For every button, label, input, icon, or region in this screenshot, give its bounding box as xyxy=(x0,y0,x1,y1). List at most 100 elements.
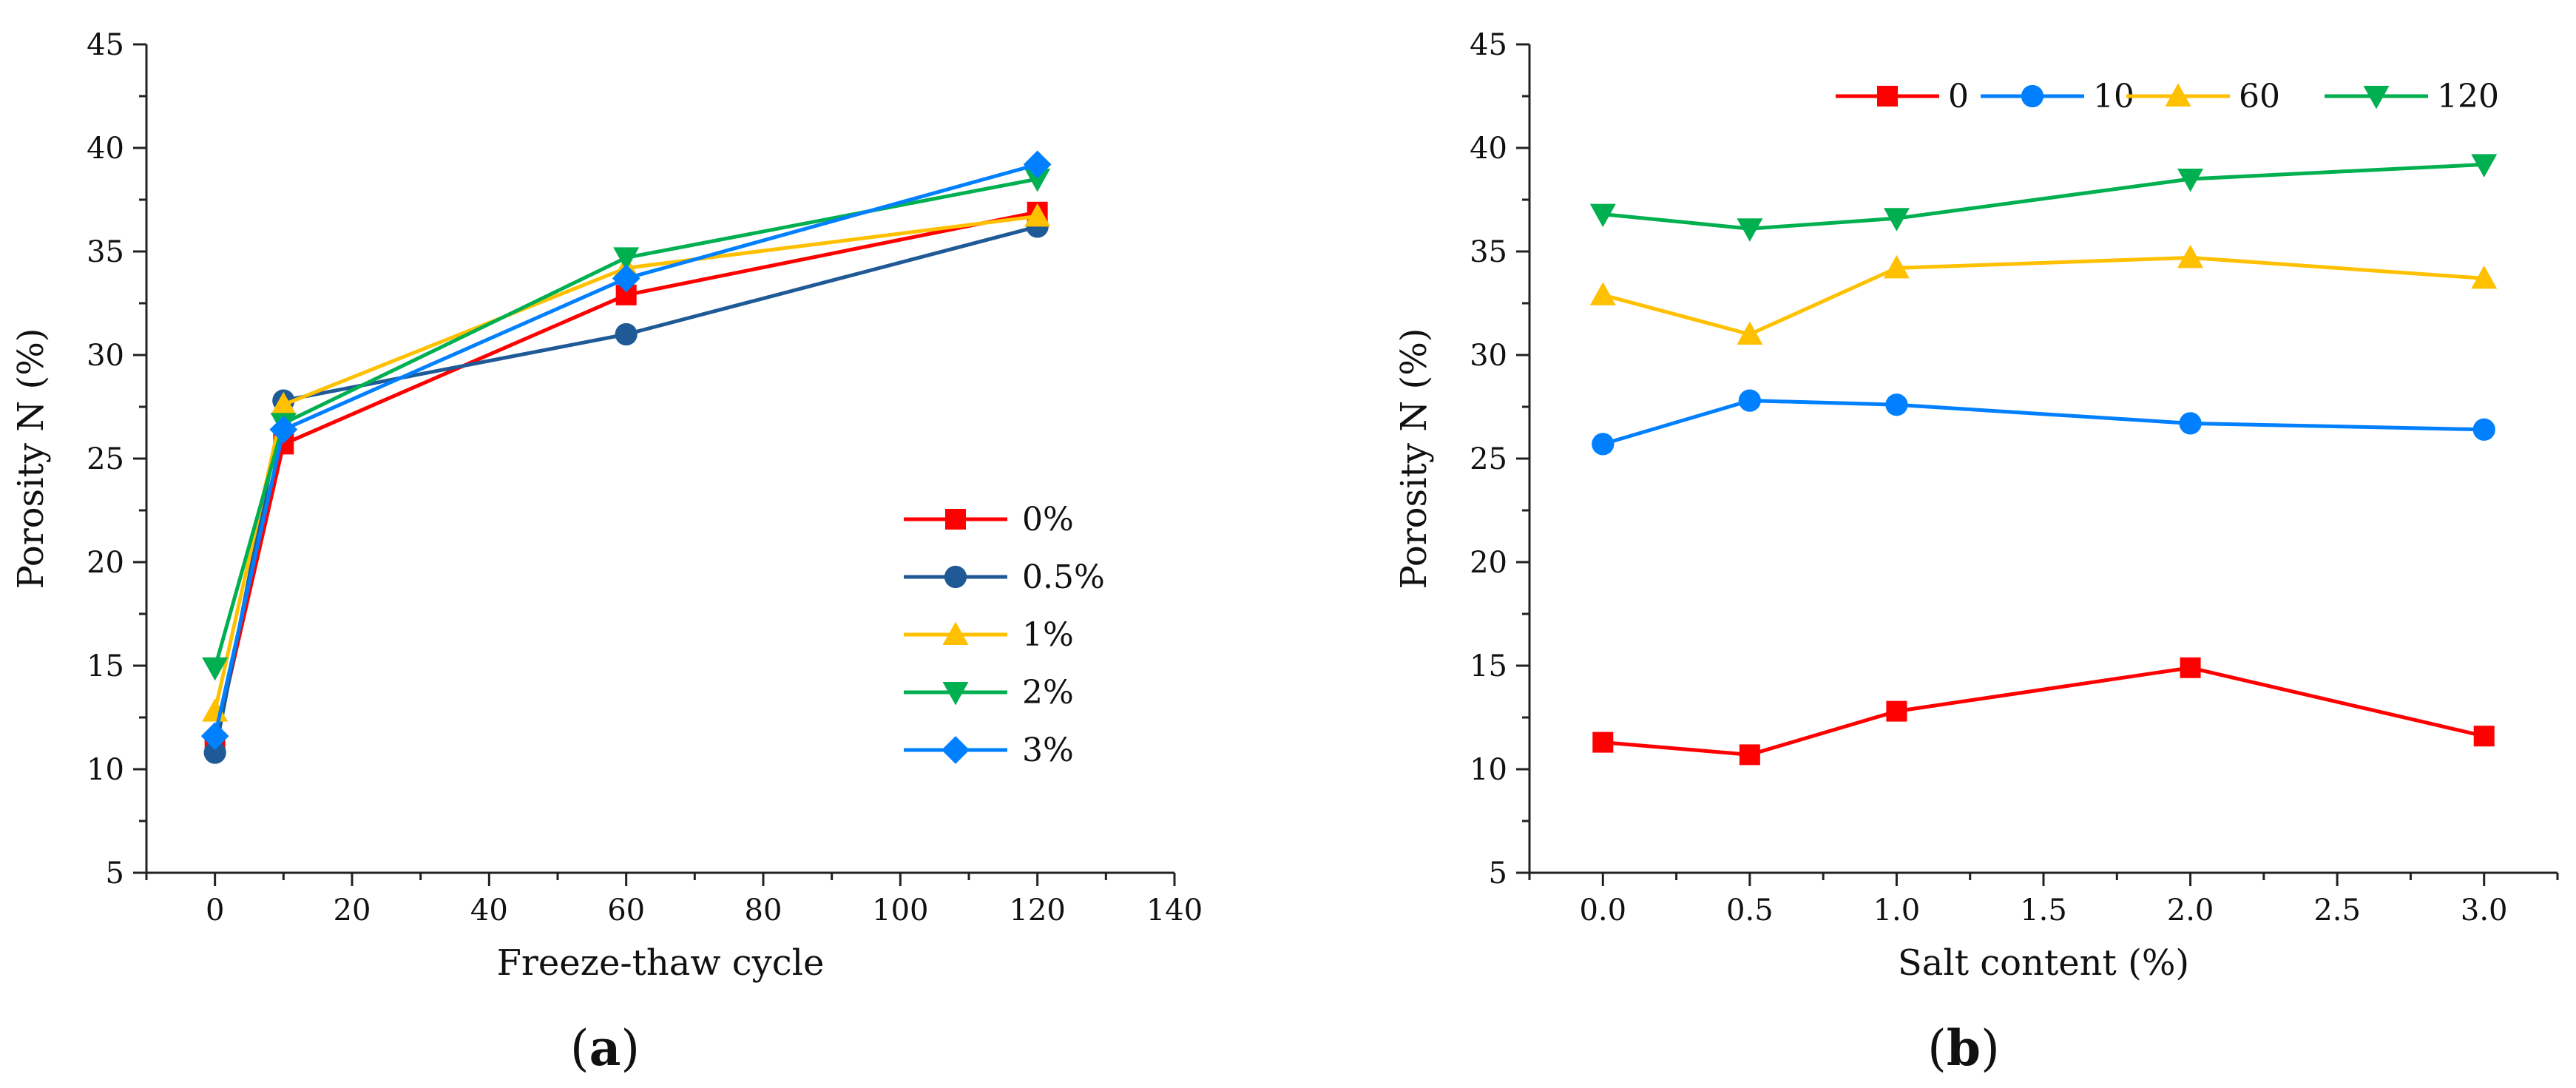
x-tick-label: 2.5 xyxy=(2313,893,2361,927)
panel-label-letter: a xyxy=(589,1019,621,1077)
panel-label-open-paren: ( xyxy=(1927,1020,1947,1077)
legend-marker xyxy=(2021,84,2044,108)
x-tick-label: 100 xyxy=(872,893,928,927)
data-point xyxy=(1886,700,1907,722)
x-tick-label: 1.0 xyxy=(1873,893,1921,927)
series-line xyxy=(213,177,1038,669)
y-tick-label: 20 xyxy=(87,546,124,580)
y-tick-label: 25 xyxy=(1470,442,1507,476)
series-3% xyxy=(200,150,1052,751)
y-tick-label: 20 xyxy=(1470,546,1507,580)
data-point xyxy=(613,247,640,271)
y-axis-title: Porosity N (%) xyxy=(1393,328,1435,589)
legend-label: 60 xyxy=(2239,78,2280,115)
panel-label-letter: b xyxy=(1947,1019,1981,1077)
series-60 xyxy=(1589,244,2498,345)
series-0 xyxy=(1592,657,2495,766)
panel-label: (b) xyxy=(1927,1019,2000,1077)
series-120 xyxy=(1589,154,2498,242)
data-point xyxy=(203,741,226,764)
y-tick-label: 10 xyxy=(87,753,124,787)
legend: 0 10 60 120 xyxy=(1836,78,2499,115)
y-tick-label: 25 xyxy=(87,442,124,476)
legend-marker xyxy=(945,509,966,530)
x-tick-label: 0.5 xyxy=(1726,893,1774,927)
series-line xyxy=(213,214,1038,712)
data-point xyxy=(2473,726,2495,747)
x-tick-label: 40 xyxy=(470,893,508,927)
y-axis-title: Porosity N (%) xyxy=(10,328,52,589)
data-point xyxy=(270,391,297,416)
y-tick-label: 45 xyxy=(1470,28,1507,62)
data-point xyxy=(1589,203,1616,228)
data-point xyxy=(1737,218,1763,242)
series-line xyxy=(1602,399,2484,446)
x-tick-label: 1.5 xyxy=(2020,893,2067,927)
data-point xyxy=(1883,208,1910,232)
data-point xyxy=(200,722,229,751)
x-tick-label: 3.0 xyxy=(2461,893,2508,927)
y-tick-label: 5 xyxy=(106,856,124,891)
data-point xyxy=(1592,433,1615,456)
data-point xyxy=(202,657,229,681)
series-line xyxy=(1603,162,2484,231)
legend-marker xyxy=(1877,86,1898,107)
data-point xyxy=(2471,265,2498,289)
legend-label: 3% xyxy=(1022,731,1074,769)
legend-label: 1% xyxy=(1022,616,1074,654)
panel-label-open-paren: ( xyxy=(570,1020,589,1077)
data-point xyxy=(2180,657,2201,678)
data-point xyxy=(1738,389,1761,412)
panel-label-close-paren: ) xyxy=(1981,1020,2000,1077)
y-tick-label: 30 xyxy=(1470,339,1507,373)
x-axis-title: Freeze-thaw cycle xyxy=(497,942,825,984)
legend-label: 0 xyxy=(1948,78,1969,115)
panel-label-close-paren: ) xyxy=(621,1020,640,1077)
x-tick-label: 60 xyxy=(607,893,645,927)
chart-panel-b: 5 10 15 20 25 30 35 40 45 0.0 0.5 1.0 1.5 2.0 2.5 3.0 Sa… xyxy=(1393,28,2559,1077)
data-point xyxy=(1739,744,1760,766)
y-tick-label: 45 xyxy=(87,28,124,62)
y-tick-label: 40 xyxy=(87,132,124,166)
data-point xyxy=(1592,731,1614,753)
data-point xyxy=(612,264,640,293)
legend: 0% 0.5% 1% 2% 3% xyxy=(904,501,1105,769)
data-point xyxy=(1024,203,1051,227)
x-tick-label: 140 xyxy=(1146,893,1203,927)
data-point xyxy=(1589,282,1616,305)
x-tick-label: 120 xyxy=(1009,893,1065,927)
series-line xyxy=(213,210,1038,743)
panel-label: (a) xyxy=(570,1019,640,1077)
legend-marker xyxy=(942,621,969,645)
series-10 xyxy=(1592,389,2495,456)
y-tick-label: 15 xyxy=(1470,649,1507,683)
x-tick-label: 2.0 xyxy=(2167,893,2214,927)
y-tick-label: 30 xyxy=(87,339,124,373)
data-point xyxy=(269,415,298,444)
series-line xyxy=(1602,255,2484,337)
data-point xyxy=(1023,150,1052,179)
legend-label: 0.5% xyxy=(1022,558,1105,596)
series-line xyxy=(213,224,1038,754)
data-point xyxy=(2179,412,2202,435)
legend-label: 2% xyxy=(1022,674,1074,712)
data-point xyxy=(2177,169,2204,192)
legend-marker xyxy=(2363,86,2390,109)
legend-marker xyxy=(942,682,969,706)
y-tick-label: 35 xyxy=(1470,235,1507,269)
data-point xyxy=(1024,169,1051,192)
data-point xyxy=(1737,321,1763,345)
x-tick-label: 20 xyxy=(334,893,371,927)
data-point xyxy=(2472,418,2495,441)
series-2% xyxy=(202,169,1051,681)
data-point xyxy=(202,698,229,722)
y-tick-label: 5 xyxy=(1489,856,1507,891)
legend-label: 0% xyxy=(1022,501,1074,538)
y-tick-label: 10 xyxy=(1470,753,1507,787)
series-line xyxy=(213,162,1038,737)
y-tick-label: 40 xyxy=(1470,132,1507,166)
legend-label: 120 xyxy=(2437,78,2499,115)
x-tick-label: 0.0 xyxy=(1579,893,1626,927)
data-point xyxy=(2471,154,2498,178)
